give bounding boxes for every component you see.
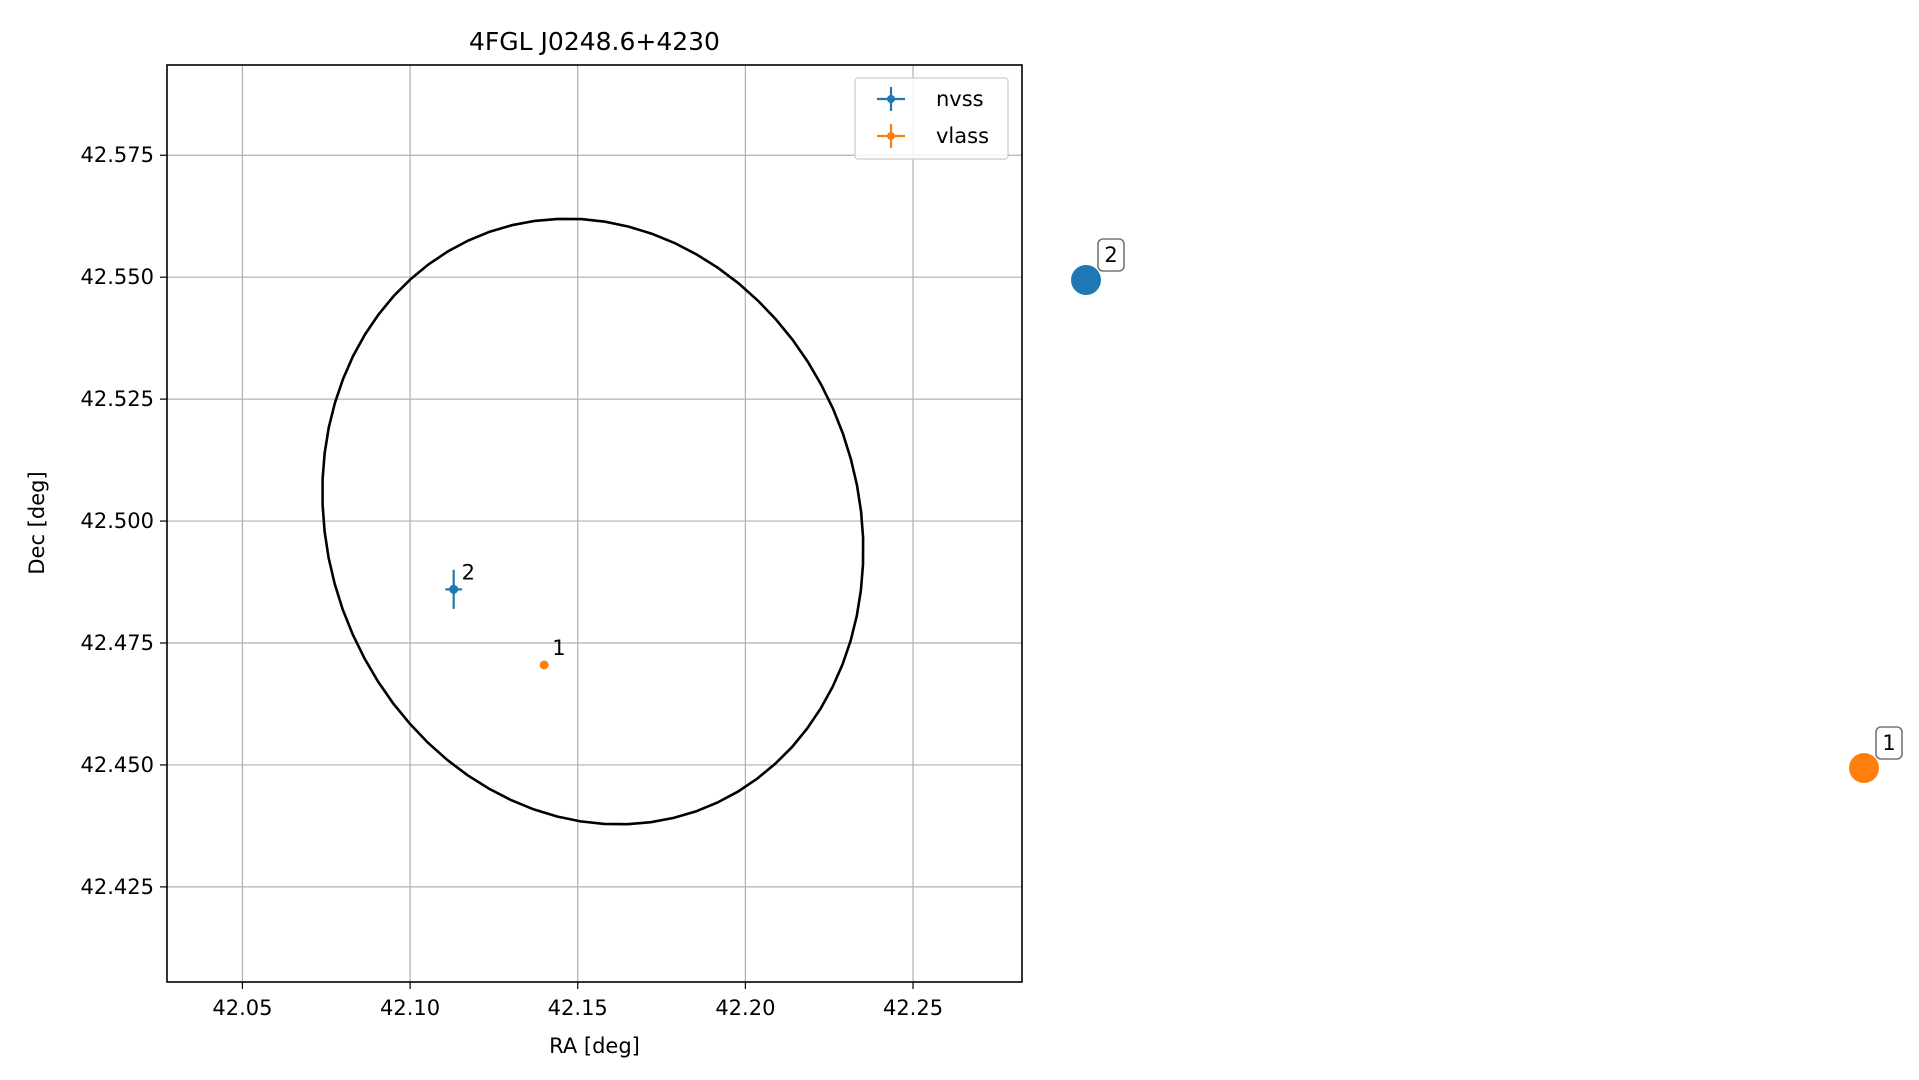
y-tick-label: 42.500 <box>81 509 154 533</box>
x-tick-label: 42.05 <box>212 996 272 1020</box>
y-tick-label: 42.525 <box>81 387 154 411</box>
nvss-marker <box>449 584 459 594</box>
plot-frame <box>166 64 1023 983</box>
side-marker-2: 2 <box>1071 238 1125 295</box>
y-tick-label: 42.425 <box>81 875 154 899</box>
nvss-point-label: 2 <box>462 560 475 584</box>
x-axis-label: RA [deg] <box>549 1034 640 1058</box>
y-tick-label: 42.575 <box>81 143 154 167</box>
legend-entry-vlass: vlass <box>877 124 989 148</box>
points-layer: 21 <box>445 560 566 670</box>
y-tick-label: 42.450 <box>81 753 154 777</box>
y-axis-ticks: 42.425 42.450 42.475 42.500 42.525 42.550 42.5… <box>81 143 167 899</box>
legend-label-vlass: vlass <box>936 124 989 148</box>
x-tick-label: 42.15 <box>548 996 608 1020</box>
legend-label-nvss: nvss <box>936 87 984 111</box>
side-marker-label: 1 <box>1882 731 1895 755</box>
error-ellipse <box>321 217 865 826</box>
vlass-marker <box>539 660 549 670</box>
chart-title: 4FGL J0248.6+4230 <box>469 27 720 56</box>
x-tick-label: 42.25 <box>883 996 943 1020</box>
x-tick-label: 42.10 <box>380 996 440 1020</box>
x-tick-label: 42.20 <box>715 996 775 1020</box>
y-tick-label: 42.475 <box>81 631 154 655</box>
side-marker-label-box <box>1097 238 1125 272</box>
side-marker-dot <box>1071 265 1101 295</box>
side-marker-1: 1 <box>1849 726 1903 783</box>
vlass-point: 1 <box>539 636 566 670</box>
side-marker-dot <box>1849 753 1879 783</box>
y-tick-label: 42.550 <box>81 265 154 289</box>
vlass-point-label: 1 <box>552 636 565 660</box>
side-marker-label-box <box>1875 726 1903 760</box>
legend-swatch-marker <box>887 95 895 103</box>
side-marker-label: 2 <box>1104 243 1117 267</box>
nvss-point: 2 <box>445 560 475 609</box>
x-axis-ticks: 42.05 42.10 42.15 42.20 42.25 <box>212 982 943 1020</box>
legend-entry-nvss: nvss <box>877 87 984 111</box>
legend-entries: nvss vlass <box>877 87 989 148</box>
y-axis-label: Dec [deg] <box>25 471 49 574</box>
legend-swatch-marker <box>887 132 895 140</box>
side-markers: 21 <box>1071 238 1903 783</box>
legend: nvss vlass <box>854 77 1009 160</box>
error-ellipse-layer <box>321 217 865 826</box>
